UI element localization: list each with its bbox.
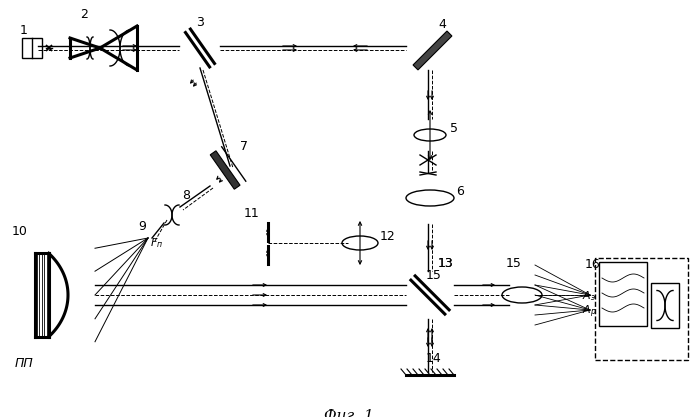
Text: 6: 6 xyxy=(456,185,464,198)
Polygon shape xyxy=(210,151,240,189)
Bar xyxy=(22,38,42,58)
Text: 2: 2 xyxy=(80,8,88,21)
Text: $A_{р}$: $A_{р}$ xyxy=(582,304,597,320)
Text: 8: 8 xyxy=(182,189,190,202)
Text: 10: 10 xyxy=(12,225,28,238)
Polygon shape xyxy=(413,31,452,70)
Text: 15: 15 xyxy=(506,257,522,270)
Bar xyxy=(599,262,647,326)
Text: 16: 16 xyxy=(585,258,601,271)
Text: 4: 4 xyxy=(438,18,446,31)
Text: Фиг. 1: Фиг. 1 xyxy=(324,409,374,417)
Text: $F_{п}$: $F_{п}$ xyxy=(150,236,163,250)
Text: 12: 12 xyxy=(380,230,396,243)
Text: $A_{э}$: $A_{э}$ xyxy=(582,289,596,303)
Text: 7: 7 xyxy=(240,140,248,153)
Text: 1: 1 xyxy=(20,24,28,37)
Text: 5: 5 xyxy=(450,122,458,135)
Bar xyxy=(651,283,679,328)
Text: ПП: ПП xyxy=(15,357,34,370)
Text: 14: 14 xyxy=(426,352,442,365)
Text: 11: 11 xyxy=(244,207,260,220)
Text: 13: 13 xyxy=(438,257,454,270)
Text: 9: 9 xyxy=(138,220,146,233)
Text: 15: 15 xyxy=(426,269,442,282)
Bar xyxy=(595,258,688,360)
Text: 13: 13 xyxy=(438,257,454,270)
Text: 3: 3 xyxy=(196,16,204,29)
